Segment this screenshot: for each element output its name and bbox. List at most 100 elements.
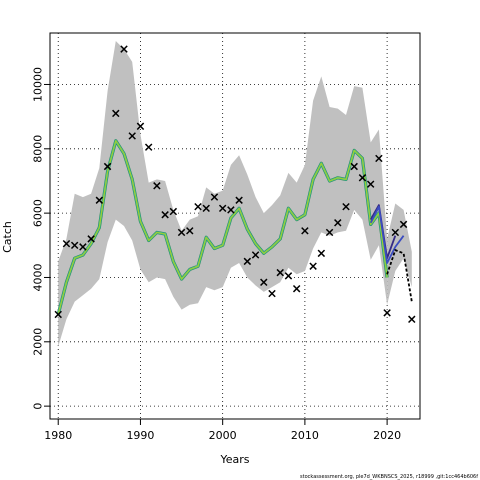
point-stroke: [144, 143, 153, 151]
point-stroke: [210, 193, 219, 201]
point-stroke: [218, 204, 227, 213]
observed-point: [87, 235, 95, 243]
point-stroke: [235, 196, 243, 204]
observed-point: [358, 174, 367, 182]
observed-points: [54, 45, 416, 324]
series-lines: [56, 139, 413, 315]
point-stroke: [227, 206, 235, 214]
observed-point: [144, 143, 153, 151]
y-tick-label: 8000: [32, 135, 45, 163]
observed-point: [202, 204, 210, 213]
x-tick-label: 2000: [209, 429, 237, 442]
observed-point: [383, 309, 391, 317]
point-stroke: [202, 204, 210, 213]
observed-point: [268, 289, 276, 298]
observed-point: [391, 228, 400, 237]
observed-point: [243, 257, 252, 266]
point-stroke: [391, 228, 400, 237]
observed-point: [120, 45, 128, 53]
observed-point: [227, 206, 235, 214]
observed-point: [366, 180, 375, 188]
point-stroke: [112, 109, 120, 118]
observed-point: [375, 154, 383, 163]
observed-point: [301, 227, 309, 235]
point-stroke: [375, 154, 383, 163]
point-stroke: [120, 45, 128, 53]
point-stroke: [70, 241, 79, 250]
point-stroke: [325, 228, 334, 237]
point-stroke: [358, 174, 367, 182]
point-stroke: [194, 202, 202, 211]
observed-point: [153, 182, 161, 190]
point-stroke: [366, 180, 375, 188]
x-tick-label: 1980: [44, 429, 72, 442]
confidence-ribbon: [58, 41, 412, 347]
observed-point: [79, 243, 87, 251]
x-tick-label: 2010: [291, 429, 319, 442]
observed-point: [95, 196, 104, 204]
observed-point: [169, 207, 178, 216]
observed-point: [350, 162, 358, 171]
point-stroke: [260, 278, 268, 287]
point-stroke: [334, 219, 342, 227]
point-stroke: [136, 122, 145, 131]
observed-point: [235, 196, 243, 204]
observed-point: [260, 278, 268, 287]
observed-point: [292, 284, 301, 293]
point-stroke: [62, 239, 71, 248]
observed-point: [334, 219, 342, 227]
point-stroke: [301, 227, 309, 235]
y-axis: 0 2000 4000 6000 8000 10000: [32, 67, 50, 410]
point-stroke: [317, 249, 326, 258]
point-stroke: [350, 162, 358, 171]
point-stroke: [169, 207, 178, 216]
observed-point: [399, 220, 408, 229]
point-stroke: [383, 309, 391, 317]
observed-point: [54, 310, 62, 319]
point-stroke: [103, 162, 112, 171]
point-stroke: [284, 272, 293, 280]
observed-point: [62, 239, 71, 248]
point-stroke: [292, 284, 301, 293]
observed-point: [161, 211, 169, 219]
observed-point: [284, 272, 293, 280]
point-stroke: [128, 132, 136, 140]
point-stroke: [153, 182, 161, 190]
observed-point: [317, 249, 326, 258]
point-stroke: [87, 235, 95, 243]
y-tick-label: 2000: [32, 328, 45, 356]
point-stroke: [79, 243, 87, 251]
retro-line: [369, 205, 405, 264]
point-stroke: [408, 315, 416, 324]
x-axis-title: Years: [219, 453, 249, 466]
observed-point: [103, 162, 112, 171]
x-tick-label: 2020: [373, 429, 401, 442]
observed-point: [408, 315, 416, 324]
observed-point: [218, 204, 227, 213]
y-tick-label: 4000: [32, 263, 45, 291]
observed-point: [186, 227, 194, 235]
plot-frame: [49, 32, 421, 420]
ci-ribbon-forecast: [387, 203, 412, 305]
point-stroke: [399, 220, 408, 229]
y-axis-title: Catch: [1, 221, 14, 253]
point-stroke: [276, 268, 284, 277]
y-tick-label: 10000: [32, 67, 45, 102]
point-stroke: [309, 262, 317, 270]
point-stroke: [161, 211, 169, 219]
footer-credit: stockassessment.org, ple7d_WKBNSCS_2025,…: [300, 474, 478, 480]
observed-point: [112, 109, 120, 118]
point-stroke: [186, 227, 194, 235]
observed-point: [309, 262, 317, 270]
forecast-line: [386, 248, 413, 302]
y-tick-label: 6000: [32, 199, 45, 227]
point-stroke: [268, 289, 276, 298]
x-tick-label: 1990: [126, 429, 154, 442]
x-axis: 1980 1990 2000 2010 2020: [44, 419, 401, 442]
ci-ribbon: [58, 41, 388, 347]
observed-point: [251, 251, 260, 259]
point-stroke: [95, 196, 104, 204]
point-stroke: [243, 257, 252, 266]
observed-point: [194, 202, 202, 211]
y-tick-label: 0: [32, 403, 45, 410]
